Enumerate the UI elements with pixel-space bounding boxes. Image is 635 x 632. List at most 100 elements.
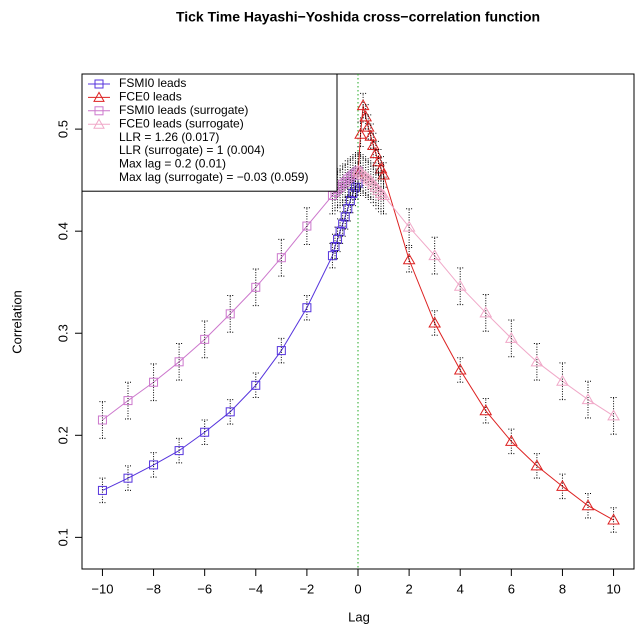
legend-annotation: LLR = 1.26 (0.017)	[119, 130, 219, 144]
marker	[402, 253, 416, 265]
marker	[174, 357, 184, 367]
error-bar	[380, 176, 387, 215]
series-line	[357, 170, 614, 417]
error-bar	[339, 165, 346, 204]
marker	[453, 279, 467, 291]
error-bar	[559, 473, 566, 500]
marker	[327, 251, 337, 261]
x-tick-label: −4	[248, 581, 263, 596]
marker	[428, 249, 442, 261]
marker	[504, 331, 518, 343]
error-bar	[252, 268, 259, 307]
marker	[97, 415, 107, 425]
error-bar	[406, 247, 413, 273]
marker	[354, 166, 367, 178]
marker	[428, 316, 442, 328]
error-bar	[457, 267, 464, 306]
error-bar	[201, 419, 208, 445]
x-tick-label: 2	[405, 581, 412, 596]
x-tick-label: 6	[508, 581, 515, 596]
x-tick-label: −8	[146, 581, 161, 596]
marker	[338, 179, 348, 189]
error-bar	[303, 207, 310, 245]
marker	[340, 177, 350, 187]
marker	[581, 393, 595, 405]
marker	[504, 434, 518, 446]
marker	[302, 221, 312, 231]
marker	[366, 138, 380, 150]
marker	[479, 404, 493, 416]
series-line	[102, 182, 359, 491]
x-tick-label: −2	[299, 581, 314, 596]
error-bar	[332, 233, 338, 260]
legend-marker	[94, 79, 104, 89]
marker	[276, 346, 286, 356]
marker	[374, 186, 388, 198]
error-bar	[482, 398, 489, 424]
error-bar	[375, 171, 382, 210]
marker	[556, 374, 569, 386]
error-bar	[585, 380, 591, 419]
marker	[225, 407, 235, 417]
error-bar	[347, 158, 354, 196]
y-tick-label: 0.3	[55, 324, 70, 342]
marker	[338, 219, 348, 229]
marker	[200, 334, 210, 344]
error-bar	[344, 160, 351, 198]
marker	[581, 499, 595, 511]
legend-annotation: Max lag (surrogate) = −0.03 (0.059)	[119, 170, 308, 184]
error-bar	[227, 294, 234, 333]
x-tick-label: 10	[606, 581, 620, 596]
legend-marker	[93, 118, 105, 129]
error-bar	[367, 162, 374, 201]
error-bar	[339, 211, 346, 237]
error-bar	[406, 208, 413, 246]
marker	[276, 253, 286, 263]
error-bar	[278, 238, 285, 277]
legend-annotation: Max lag = 0.2 (0.01)	[119, 157, 226, 171]
error-bar	[176, 437, 183, 464]
marker	[225, 309, 235, 319]
marker	[366, 177, 380, 189]
legend-label: FSMI0 leads (surrogate)	[119, 103, 248, 117]
marker	[402, 220, 416, 232]
error-bar	[150, 363, 157, 402]
error-bar	[533, 453, 540, 479]
error-bar	[125, 465, 131, 491]
marker	[556, 479, 569, 491]
legend-marker	[94, 106, 104, 116]
error-bar	[431, 310, 438, 336]
y-tick-label: 0.4	[55, 222, 70, 240]
error-bar	[201, 320, 208, 359]
error-bar	[362, 104, 369, 130]
marker	[607, 513, 620, 525]
error-bar	[337, 218, 344, 244]
marker	[530, 355, 544, 367]
error-bar	[334, 170, 341, 209]
marker	[453, 363, 467, 375]
error-bar	[337, 168, 344, 207]
marker	[361, 120, 375, 132]
error-bar	[533, 342, 540, 381]
legend-label: FSMI0 leads	[119, 76, 186, 90]
marker	[354, 127, 367, 139]
x-axis-label: Lag	[348, 609, 370, 624]
marker	[377, 168, 390, 180]
marker	[348, 188, 358, 198]
error-bar	[329, 242, 336, 269]
marker	[97, 485, 107, 495]
error-bar	[380, 162, 387, 188]
error-bar	[303, 294, 310, 321]
marker	[302, 303, 312, 313]
error-bar	[278, 337, 285, 364]
x-tick-label: 4	[457, 581, 464, 596]
marker	[369, 147, 383, 159]
legend-label: FCE0 leads (surrogate)	[119, 116, 244, 130]
legend-annotation: LLR (surrogate) = 1 (0.004)	[119, 143, 265, 157]
error-bar	[176, 342, 183, 381]
marker	[361, 172, 375, 184]
y-tick-label: 0.1	[55, 528, 70, 546]
error-bar	[375, 149, 382, 175]
marker	[607, 409, 620, 421]
